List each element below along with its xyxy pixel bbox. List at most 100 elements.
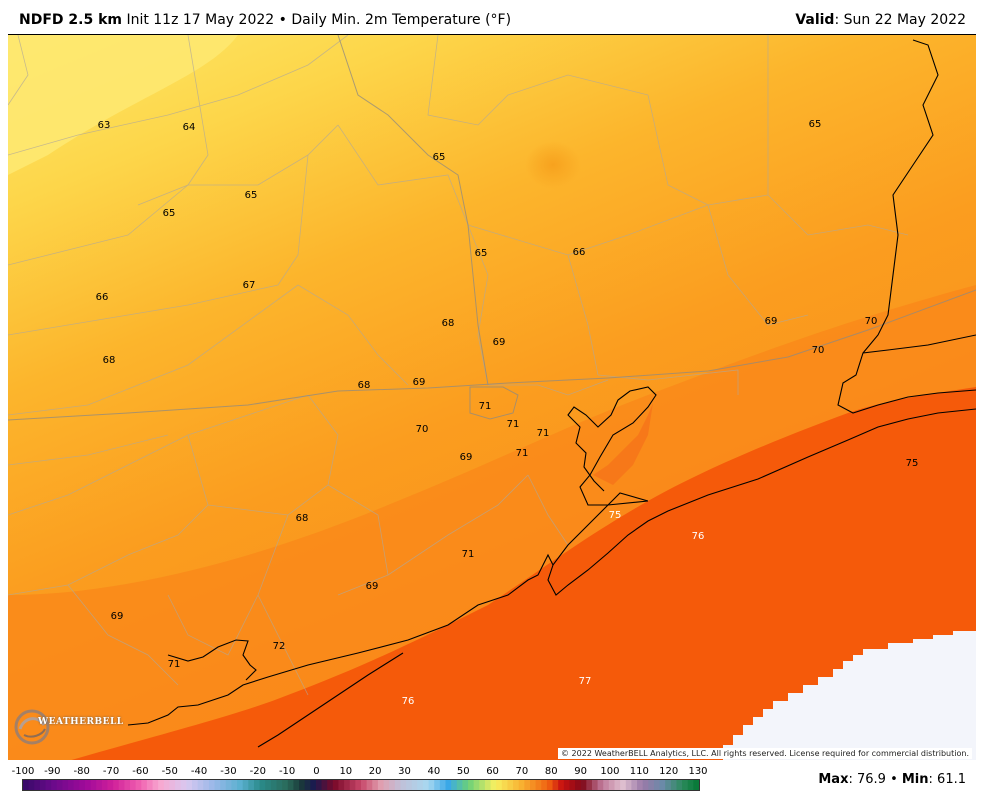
colorbar-swatch: [248, 780, 255, 790]
valid-value: : Sun 22 May 2022: [834, 12, 966, 28]
temperature-label: 75: [905, 458, 919, 469]
temperature-label: 71: [461, 549, 475, 560]
colorbar-swatch: [203, 780, 210, 790]
colorbar-tick-label: 30: [398, 766, 411, 777]
valid-time: Valid: Sun 22 May 2022: [795, 12, 966, 28]
colorbar-swatch: [146, 780, 154, 790]
min-value: : 61.1: [928, 772, 966, 787]
colorbar-swatch: [253, 780, 261, 790]
colorbar-swatch: [394, 780, 402, 790]
colorbar-swatch: [366, 780, 373, 790]
temperature-label: 71: [478, 401, 492, 412]
temperature-label: 64: [182, 122, 196, 133]
colorbar-tick-label: -80: [73, 766, 90, 777]
colorbar-swatch: [372, 780, 379, 790]
colorbar-swatch: [462, 780, 469, 790]
missing-data-area: [723, 631, 976, 761]
temperature-label: 66: [572, 247, 586, 258]
colorbar-swatch: [242, 780, 249, 790]
colorbar-swatch: [293, 780, 300, 790]
colorbar-swatch: [659, 780, 666, 790]
colorbar-swatch: [693, 780, 699, 790]
temperature-label: 69: [365, 581, 379, 592]
colorbar-swatch: [620, 780, 627, 790]
colorbar-tick-label: -100: [11, 766, 35, 777]
colorbar-swatch: [501, 780, 509, 790]
temperature-label: 68: [441, 318, 455, 329]
colorbar-tick-label: 20: [368, 766, 382, 777]
temperature-label: 70: [864, 316, 878, 327]
colorbar-swatch: [23, 780, 30, 790]
colorbar-tick-label: 80: [544, 766, 558, 777]
temperature-label: 69: [764, 316, 778, 327]
colorbar-swatch: [361, 780, 368, 790]
temperature-label: 63: [97, 120, 111, 131]
temperature-label: 76: [691, 531, 705, 542]
temperature-label: 70: [811, 345, 825, 356]
colorbar-tick-label: 60: [486, 766, 499, 777]
temperature-label: 65: [808, 119, 822, 130]
colorbar-swatch: [608, 780, 616, 790]
colorbar-swatch: [546, 780, 554, 790]
colorbar-swatch: [299, 780, 306, 790]
colorbar-tick-label: 130: [688, 766, 708, 777]
colorbar-swatch: [642, 780, 649, 790]
colorbar-tick-label: -40: [190, 766, 208, 777]
colorbar-swatch: [411, 780, 418, 790]
max-label: Max: [818, 772, 849, 787]
colorbar-swatch: [332, 780, 340, 790]
county-boundaries: [8, 35, 909, 696]
colorbar-tick-label: 50: [456, 766, 470, 777]
colorbar-swatch: [169, 780, 176, 790]
colorbar-swatch: [451, 780, 458, 790]
colorbar-swatch: [225, 780, 233, 790]
colorbar-swatch: [597, 780, 604, 790]
colorbar-tick-label: -90: [44, 766, 61, 777]
colorbar-swatch: [287, 780, 294, 790]
max-min-stats: Max: 76.9 • Min: 61.1: [818, 772, 966, 787]
temperature-label: 70: [415, 424, 429, 435]
colorbar-tick-label: 100: [600, 766, 620, 777]
colorbar-swatch: [259, 780, 266, 790]
colorbar: [22, 779, 700, 791]
colorbar-swatch: [152, 780, 159, 790]
min-label: Min: [901, 772, 929, 787]
colorbar-swatch: [484, 780, 492, 790]
colorbar-swatch: [417, 780, 424, 790]
colorbar-swatch: [276, 780, 283, 790]
colorbar-tick-label: -50: [161, 766, 178, 777]
colorbar-swatch: [428, 780, 435, 790]
temperature-label: 68: [295, 513, 309, 524]
colorbar-swatch: [439, 780, 447, 790]
title-bullet: •: [278, 12, 287, 28]
colorbar-swatch: [68, 780, 75, 790]
colorbar-swatch: [422, 780, 430, 790]
temperature-label: 75: [608, 510, 622, 521]
colorbar-swatch: [349, 780, 356, 790]
model-name: NDFD 2.5 km: [19, 12, 122, 28]
colorbar-swatch: [434, 780, 441, 790]
colorbar-swatch: [101, 780, 109, 790]
colorbar-swatch: [338, 780, 345, 790]
map-canvas: [8, 35, 976, 761]
colorbar-swatch: [118, 780, 125, 790]
colorbar-swatch: [135, 780, 142, 790]
colorbar-swatch: [676, 780, 683, 790]
colorbar-tick-label: -70: [102, 766, 120, 777]
colorbar-swatch: [625, 780, 632, 790]
colorbar-swatch: [653, 780, 661, 790]
colorbar-swatch: [456, 780, 463, 790]
colorbar-swatch: [400, 780, 407, 790]
coastline: [127, 39, 976, 748]
colorbar-swatch: [631, 780, 638, 790]
colorbar-swatch: [586, 780, 593, 790]
colorbar-swatch: [377, 780, 385, 790]
temperature-label: 71: [515, 448, 529, 459]
colorbar-swatch: [84, 780, 92, 790]
temperature-label: 67: [242, 280, 256, 291]
colorbar-tick-label: -30: [220, 766, 237, 777]
colorbar-ticks: -100 -90 -80 -70 -60 -50 -40 -30 -20 -10 0 10 20 30 40…: [0, 766, 740, 778]
colorbar-swatch: [28, 780, 35, 790]
colorbar-swatch: [591, 780, 599, 790]
colorbar-tick-label: 0: [313, 766, 320, 777]
